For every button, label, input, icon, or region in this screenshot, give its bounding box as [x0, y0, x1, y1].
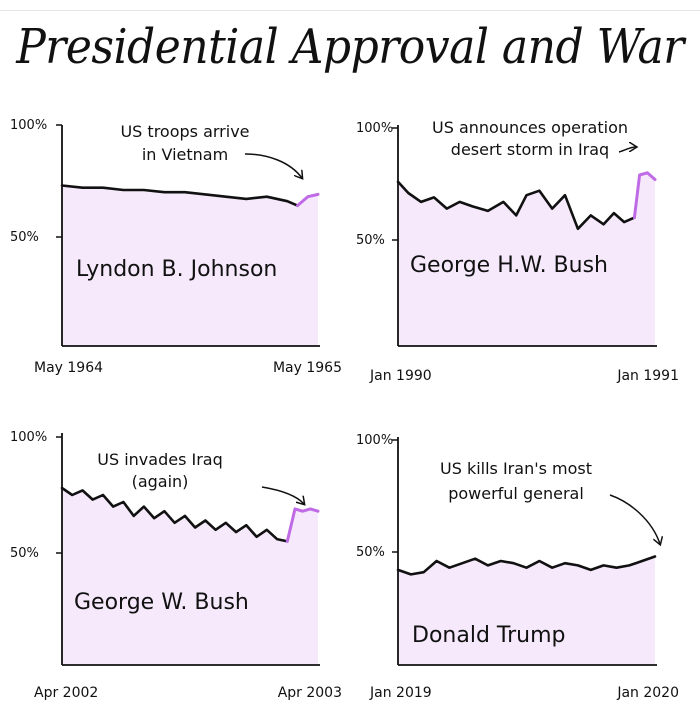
president-name: George H.W. Bush [410, 253, 608, 278]
main-title: Presidential Approval and War [16, 19, 684, 76]
annotation-line-2: (again) [132, 472, 189, 491]
y-tick-label: 50% [356, 233, 385, 248]
chart-panel-1: 100% 50% May 1964 May 1965 Lyndon B. Johnson… [10, 118, 342, 376]
annotation-line-2: in Vietnam [142, 145, 228, 164]
top-divider [0, 0, 700, 11]
chart-panel-4: 100% 50% Jan 2019 Jan 2020 Donald Trump US ki… [356, 433, 679, 701]
chart-panel-3: 100% 50% Apr 2002 Apr 2003 George W. Bush US … [10, 430, 342, 701]
annotation-line-1: US kills Iran's most [440, 459, 592, 478]
annotation-line-2: powerful general [448, 484, 584, 503]
x-end-label: Jan 1991 [616, 368, 679, 384]
x-end-label: May 1965 [273, 360, 342, 376]
x-start-label: Apr 2002 [34, 685, 98, 701]
area-fill [398, 556, 655, 665]
x-start-label: Jan 1990 [369, 368, 432, 384]
series-line [60, 486, 289, 543]
y-tick-label: 100% [356, 121, 393, 136]
series-line-highlight [632, 171, 657, 220]
series-line [396, 555, 657, 576]
president-name: George W. Bush [74, 590, 249, 615]
series-line [396, 180, 636, 231]
y-tick-label: 50% [356, 545, 385, 560]
x-end-label: Jan 2020 [616, 685, 679, 701]
series-line-highlight [285, 507, 320, 543]
series-line-highlight [296, 192, 320, 208]
series-line [60, 184, 299, 207]
annotation-arrow [261, 486, 304, 504]
annotation-arrow [609, 494, 660, 544]
annotation-line-1: US invades Iraq [97, 450, 223, 469]
x-start-label: Jan 2019 [369, 685, 432, 701]
annotation-arrow [244, 153, 302, 178]
y-tick-label: 50% [10, 546, 39, 561]
president-name: Donald Trump [412, 623, 565, 648]
area-fill [62, 488, 318, 665]
chart-panel-2: 100% 50% Jan 1990 Jan 1991 George H.W. Bush U… [356, 118, 679, 384]
x-start-label: May 1964 [34, 360, 103, 376]
x-end-label: Apr 2003 [278, 685, 342, 701]
annotation-line-2: desert storm in Iraq [451, 140, 609, 159]
y-tick-label: 100% [356, 433, 393, 448]
annotation-arrow [618, 147, 636, 153]
president-name: Lyndon B. Johnson [76, 257, 277, 282]
area-fill [62, 185, 318, 346]
y-tick-label: 100% [10, 118, 47, 133]
y-tick-label: 50% [10, 230, 39, 245]
annotation-line-1: US announces operation [432, 118, 628, 137]
annotation-line-1: US troops arrive [120, 122, 249, 141]
y-tick-label: 100% [10, 430, 47, 445]
